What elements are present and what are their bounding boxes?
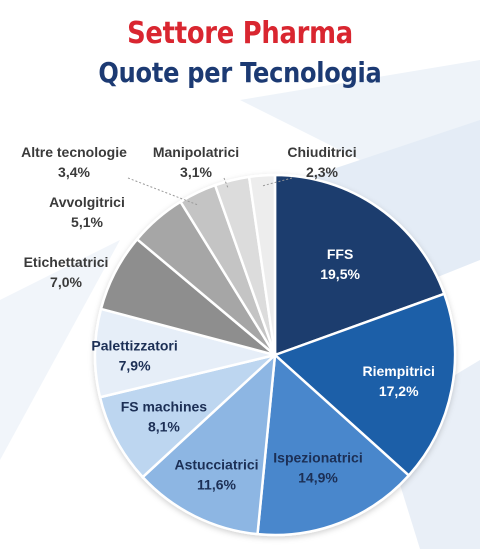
slice-label-name: Astucciatrici: [174, 457, 258, 473]
bg-stripe-3: [0, 240, 120, 460]
pie-slice-ffs: [273, 173, 446, 357]
slice-label-avvolgitrici: Avvolgitrici 5,1%: [49, 194, 125, 230]
pie-slice-chiuditrici: [247, 173, 277, 356]
slice-label-name: Avvolgitrici: [49, 194, 125, 210]
slice-label-value: 17,2%: [379, 383, 419, 399]
slice-label-value: 5,1%: [71, 214, 103, 230]
slice-label-name: Etichettatrici: [24, 254, 109, 270]
leader-line: [223, 177, 229, 189]
pie-slice-riempitrici: [272, 292, 457, 478]
chart-subtitle: Quote per Tecnologia: [98, 56, 382, 89]
slice-label-altre-tecnologie: Altre tecnologie 3,4%: [21, 144, 127, 180]
slice-label-value: 3,1%: [180, 164, 212, 180]
slice-label-value: 3,4%: [58, 164, 90, 180]
slice-label-chiuditrici: Chiuditrici 2,3%: [287, 144, 356, 180]
slice-label-value: 19,5%: [320, 266, 360, 282]
slice-label-name: FS machines: [121, 398, 208, 414]
slice-label-value: 7,9%: [119, 358, 151, 374]
bg-stripe-2: [300, 120, 480, 300]
slice-label-name: Manipolatrici: [153, 144, 239, 160]
leader-line: [127, 177, 199, 206]
slice-label-value: 11,6%: [197, 477, 236, 493]
leader-line: [261, 177, 293, 187]
slice-label-value: 8,1%: [148, 418, 180, 434]
pie-slice-astucciatrici: [140, 351, 277, 536]
slice-label-name: Palettizzatori: [91, 338, 177, 354]
slice-label-astucciatrici: Astucciatrici 11,6%: [174, 457, 258, 493]
slice-label-palettizzatori: Palettizzatori 7,9%: [91, 338, 177, 374]
pie-slices: [93, 173, 457, 537]
slice-label-value: 2,3%: [306, 164, 338, 180]
slice-label-name: Altre tecnologie: [21, 144, 127, 160]
slice-label-riempitrici: Riempitrici 17,2%: [363, 363, 435, 399]
slice-label-name: Riempitrici: [363, 363, 435, 379]
slice-label-fs-machines: FS machines 8,1%: [121, 398, 208, 434]
slice-label-ispezionatrici: Ispezionatrici 14,9%: [273, 450, 362, 486]
slice-label-name: Ispezionatrici: [273, 450, 362, 466]
slice-label-ffs: FFS 19,5%: [320, 246, 360, 282]
slice-label-manipolatrici: Manipolatrici 3,1%: [153, 144, 239, 180]
pie-slice-fs-machines: [98, 352, 280, 479]
slice-label-value: 14,9%: [298, 470, 338, 486]
slice-label-name: Chiuditrici: [287, 144, 356, 160]
slice-label-value: 7,0%: [50, 274, 82, 290]
chart-title: Settore Pharma: [127, 16, 353, 51]
slice-label-etichettatrici: Etichettatrici 7,0%: [24, 254, 109, 290]
pie-slice-ispezionatrici: [256, 352, 411, 537]
slice-label-name: FFS: [327, 246, 353, 262]
